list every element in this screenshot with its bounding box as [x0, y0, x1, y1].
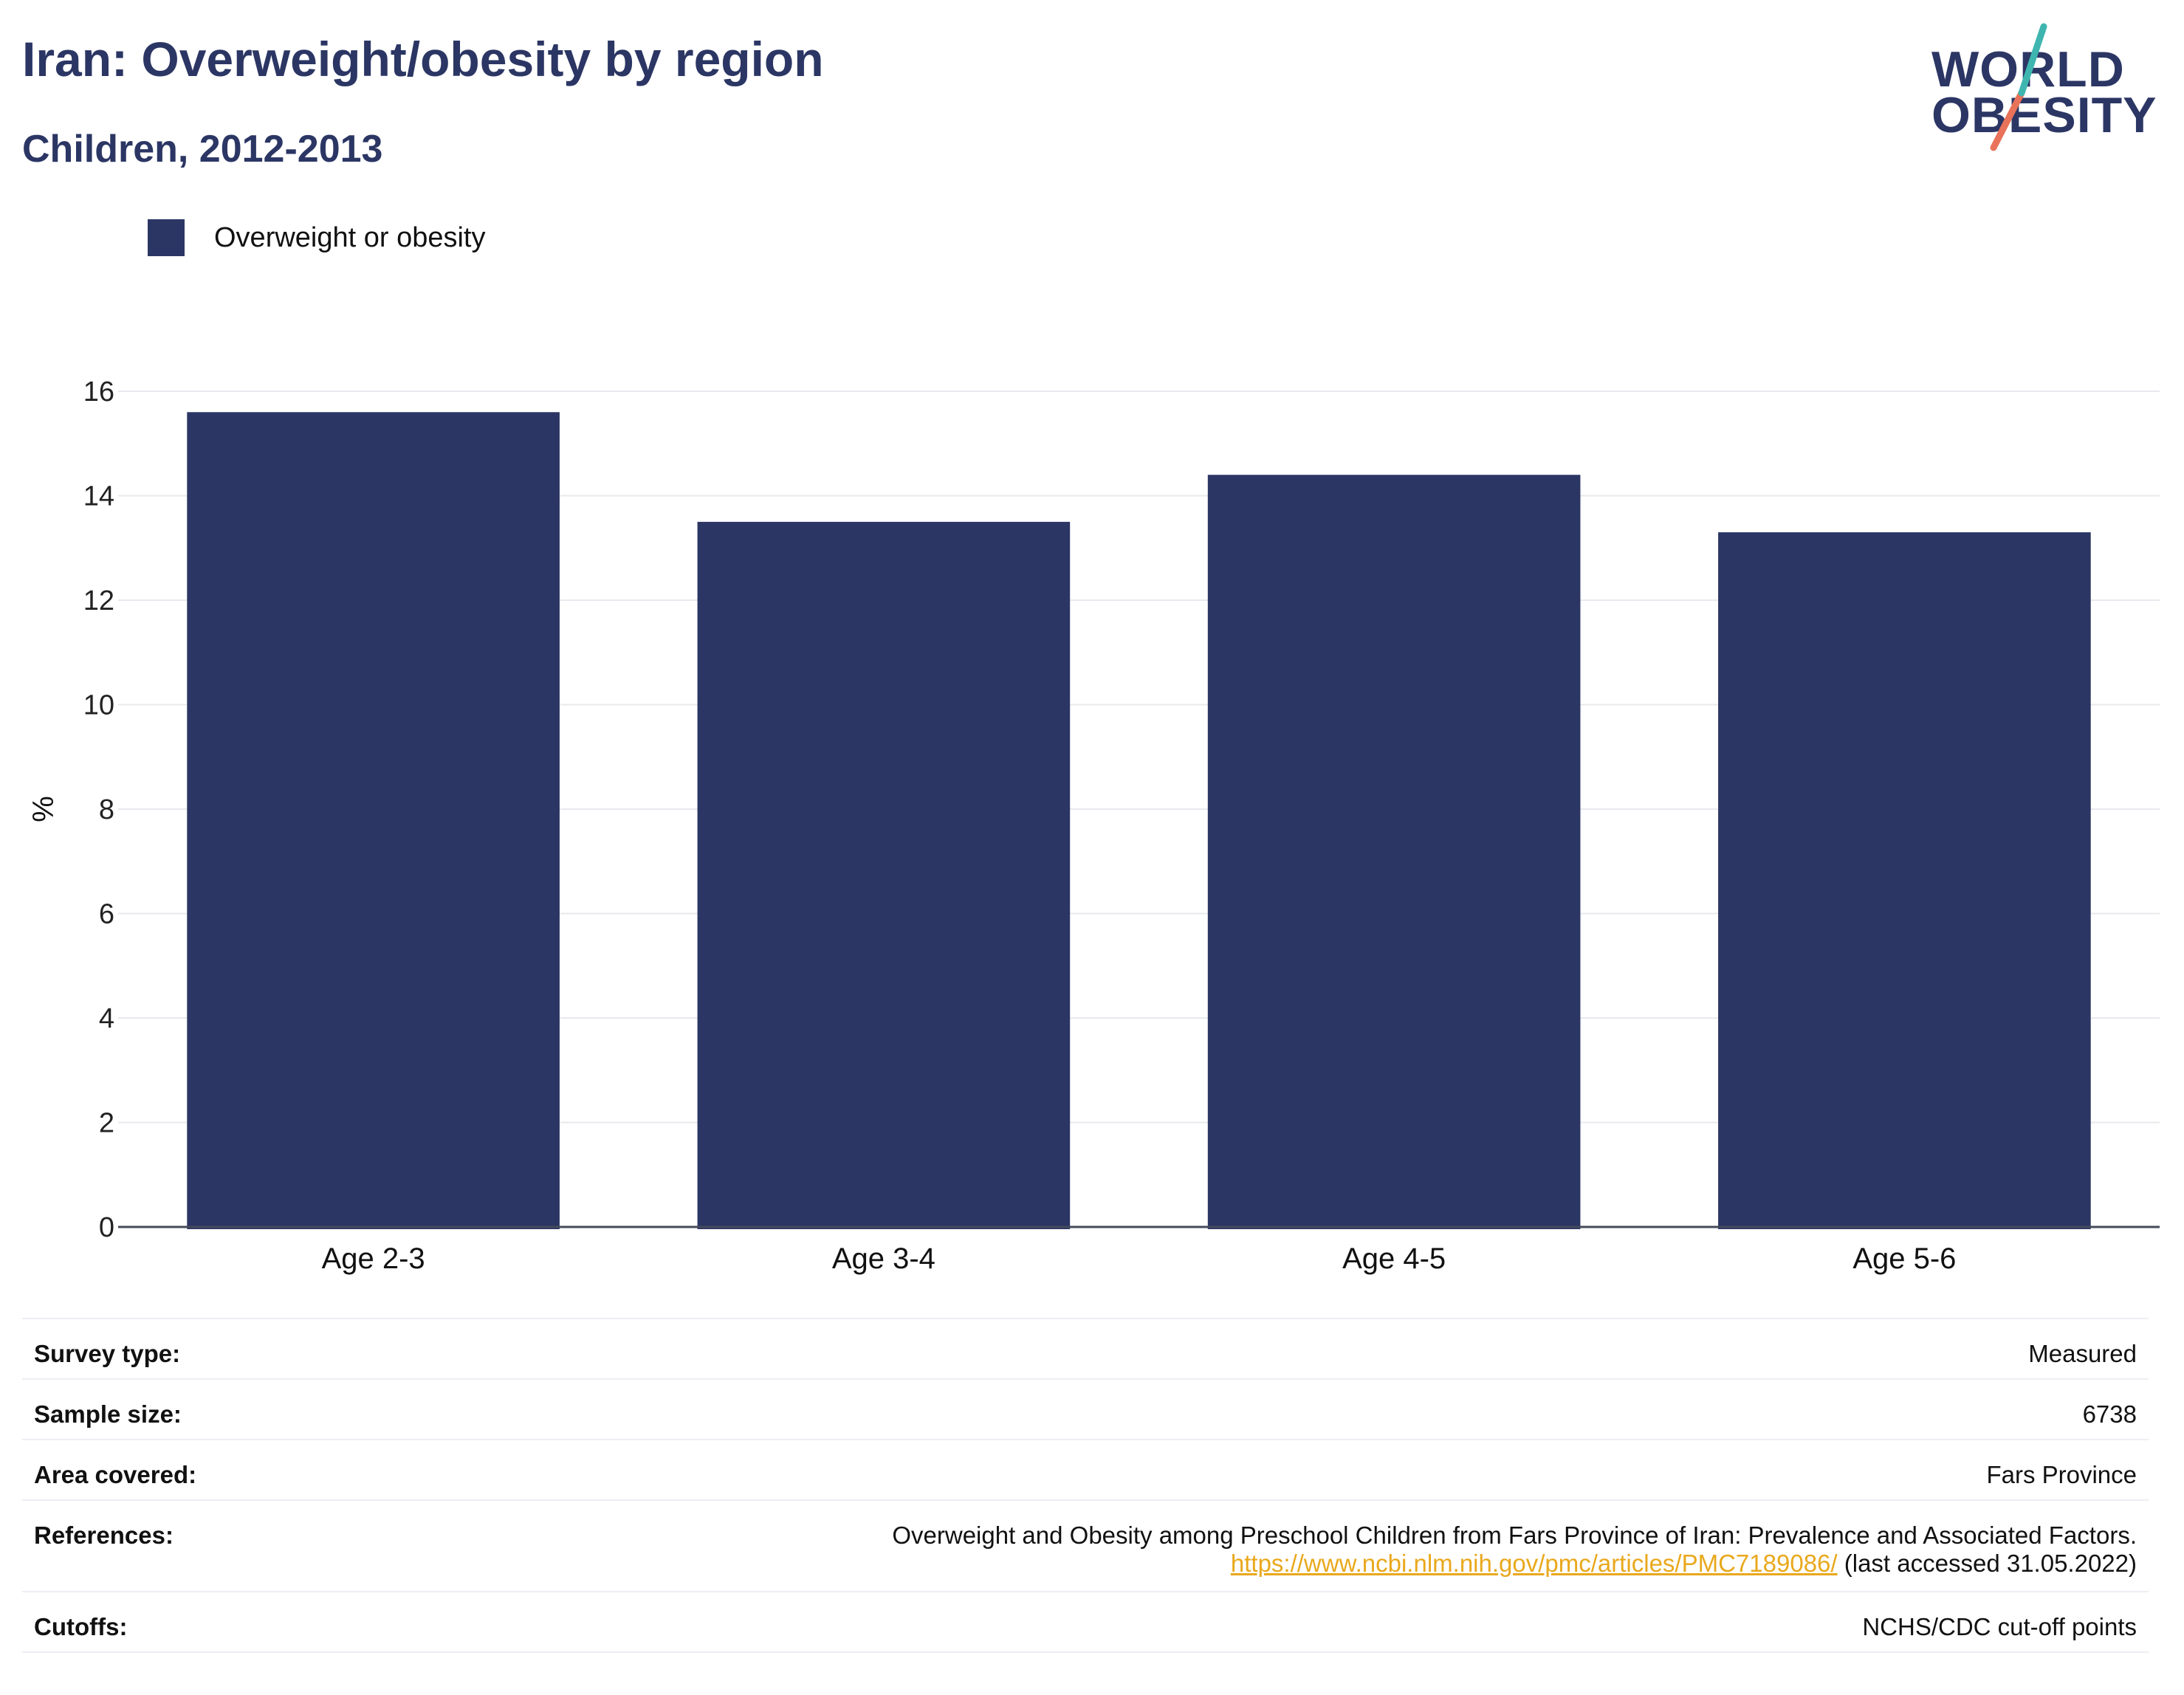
y-tick-label: 16 [83, 377, 114, 408]
x-tick-label: Age 3-4 [832, 1242, 935, 1275]
info-key: Area covered: [34, 1461, 197, 1488]
x-tick-label: Age 5-6 [1852, 1242, 1956, 1275]
y-tick-label: 4 [99, 1003, 114, 1034]
chart-subtitle: Children, 2012-2013 [22, 128, 383, 171]
y-tick-label: 14 [83, 481, 114, 512]
info-key: Cutoffs: [34, 1613, 128, 1640]
y-tick-label: 2 [99, 1108, 114, 1139]
info-row: Area covered: Fars Province [22, 1440, 2149, 1501]
legend-swatch [148, 219, 185, 256]
bar-chart: 0 2 4 6 8 10 12 14 16% Age 2-3 Age 3-4 Age 4-5 Age 5… [27, 377, 2160, 1275]
info-row: References: Overweight and Obesity among … [22, 1501, 2149, 1592]
bar [187, 412, 560, 1229]
y-tick-label: 6 [99, 899, 114, 930]
info-value: NCHS/CDC cut-off points [1862, 1613, 2137, 1640]
info-value: Overweight and Obesity among Preschool C… [892, 1522, 2137, 1577]
info-value: Measured [2028, 1340, 2137, 1367]
legend-label: Overweight or obesity [214, 221, 486, 253]
info-value: Fars Province [1986, 1461, 2137, 1488]
y-tick-label: 8 [99, 794, 114, 825]
y-tick-label: 0 [99, 1212, 114, 1243]
y-tick-label: 12 [83, 585, 114, 616]
info-row: Survey type: Measured [22, 1319, 2149, 1380]
x-tick-label: Age 4-5 [1342, 1242, 1446, 1275]
reference-link[interactable]: https://www.ncbi.nlm.nih.gov/pmc/article… [1230, 1550, 1838, 1577]
info-value: 6738 [2082, 1400, 2137, 1428]
logo-line-2: OBESITY [1931, 87, 2157, 143]
info-row: Cutoffs: NCHS/CDC cut-off points [22, 1592, 2149, 1653]
survey-info-table: Survey type: Measured Sample size: 6738 Area… [22, 1318, 2149, 1653]
info-key: References: [34, 1522, 174, 1549]
bar [1207, 475, 1581, 1229]
chart-legend: Overweight or obesity [148, 219, 486, 257]
bar [1718, 532, 2091, 1229]
y-tick-label: 10 [83, 690, 114, 721]
bar [697, 521, 1071, 1229]
info-row: Sample size: 6738 [22, 1380, 2149, 1440]
world-obesity-logo[interactable]: WORLD OBESITY [1920, 22, 2163, 155]
info-key: Sample size: [34, 1400, 182, 1428]
y-axis-label: % [27, 796, 60, 822]
logo-slash-icon [1990, 23, 2047, 151]
info-key: Survey type: [34, 1340, 181, 1367]
reference-accessed-note: (last accessed 31.05.2022) [1837, 1550, 2137, 1577]
chart-title: Iran: Overweight/obesity by region [22, 32, 824, 86]
x-tick-label: Age 2-3 [322, 1242, 425, 1275]
